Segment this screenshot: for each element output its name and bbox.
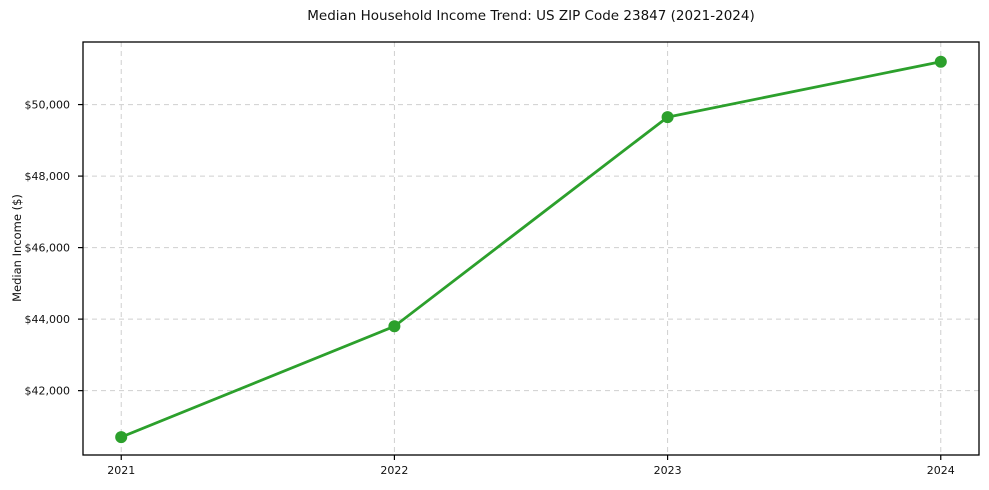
x-tick-label: 2021 [107,464,135,477]
y-tick-label: $46,000 [25,242,71,255]
y-tick-label: $50,000 [25,99,71,112]
data-point-marker [934,55,947,68]
y-tick-label: $42,000 [25,385,71,398]
x-tick-label: 2022 [380,464,408,477]
y-axis-label: Median Income ($) [10,194,24,302]
data-line [119,60,943,439]
data-point-marker [661,111,674,124]
chart-title: Median Household Income Trend: US ZIP Co… [307,8,755,24]
y-tick-label: $44,000 [25,313,71,326]
data-point-marker [115,431,128,444]
y-tick-label: $48,000 [25,170,71,183]
x-tick-label: 2023 [654,464,682,477]
x-tick-label: 2024 [927,464,955,477]
plot-border [82,41,980,456]
data-point-marker [388,320,401,333]
